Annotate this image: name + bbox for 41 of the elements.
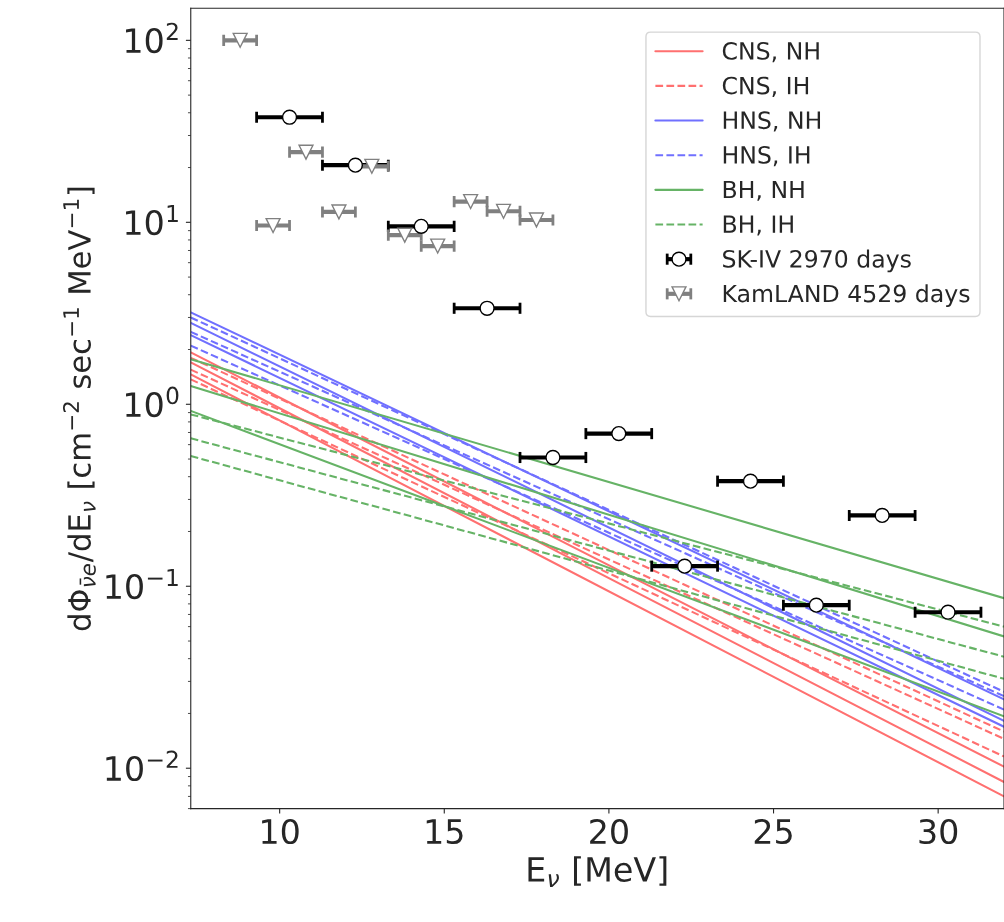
y-tick-label: 10$^{2}$ (126, 22, 178, 54)
point (347, 157, 364, 173)
point (364, 158, 380, 174)
x-tick-label: 10 (262, 818, 299, 845)
point (545, 449, 561, 466)
legend-label: HNS, NH (723, 111, 821, 132)
x-tick-label: 20 (590, 818, 628, 845)
point (742, 473, 759, 489)
x-tick-label: 25 (754, 818, 792, 845)
point (808, 597, 824, 613)
point (528, 212, 545, 228)
y-tick-label: 10$^{1}$ (126, 204, 178, 236)
y-tick-label: 10$^{−2}$ (106, 750, 178, 782)
text: dΦ$_{ν̄e}$/dE$_{ν}$ [cm$^{−2}$ sec$^{−1}$ MeV$^{−1}$] (62, 187, 96, 631)
legend-label: CNS, IH (722, 76, 809, 97)
legend-label: SK-IV 2970 days (723, 249, 911, 273)
point (430, 238, 446, 254)
x-axis-title: E$_{ν}$ [MeV] (528, 856, 667, 887)
legend-label: KamLAND 4529 days (723, 284, 970, 307)
legend-label: BH, IH (723, 215, 793, 236)
legend-label: HNS, IH (723, 145, 810, 167)
point (676, 558, 693, 574)
point (413, 218, 429, 235)
y-tick-label: 10$^{0}$ (126, 386, 179, 418)
legend-label: CNS, NH (722, 41, 819, 63)
point (940, 604, 956, 620)
x-tick-label: 30 (919, 818, 958, 845)
point (265, 217, 281, 234)
point (611, 425, 627, 442)
point (397, 227, 413, 243)
legend-label: BH, NH (723, 180, 804, 201)
point (874, 507, 890, 524)
point (495, 203, 512, 219)
point (479, 300, 495, 316)
point (331, 204, 347, 220)
point (281, 109, 298, 125)
point (462, 193, 479, 210)
x-tick-label: 15 (426, 819, 463, 845)
point (298, 144, 314, 160)
y-tick-label: 10$^{−1}$ (106, 568, 178, 600)
point (232, 32, 248, 48)
